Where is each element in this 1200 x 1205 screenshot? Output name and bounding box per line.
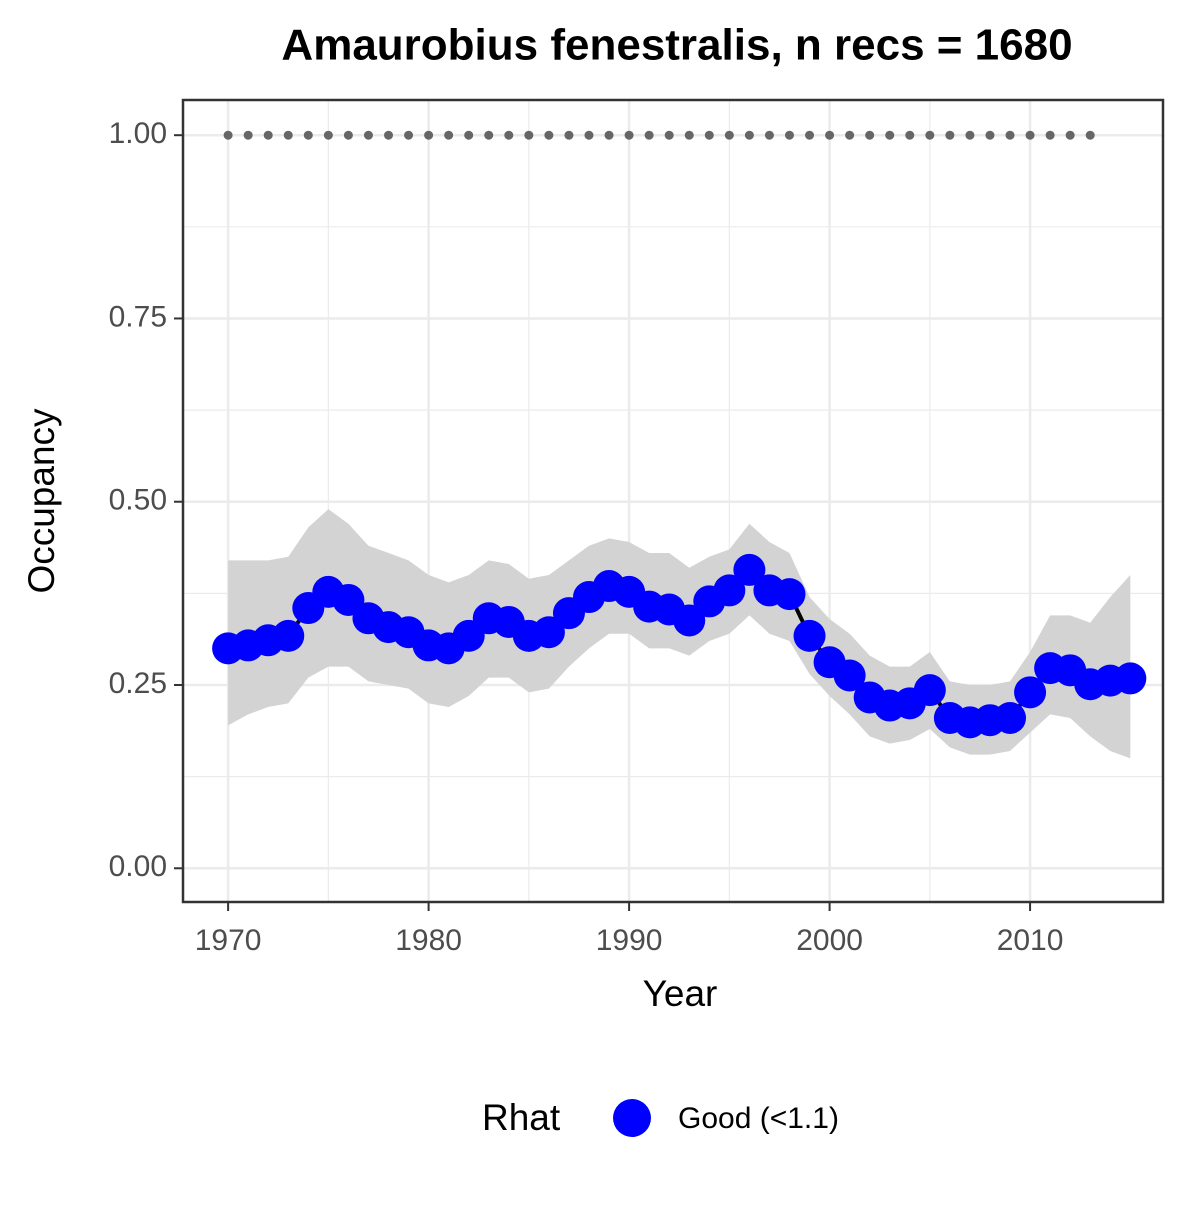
legend-title: Rhat	[482, 1097, 561, 1138]
reference-dot	[404, 130, 414, 140]
data-point	[1114, 662, 1147, 695]
data-point	[733, 553, 766, 586]
reference-dot	[283, 130, 293, 140]
x-tick-label: 2010	[997, 924, 1064, 957]
reference-dot	[724, 130, 734, 140]
reference-dot	[1025, 130, 1035, 140]
reference-dot	[504, 130, 514, 140]
legend-marker	[613, 1099, 651, 1137]
reference-dot	[1085, 130, 1095, 140]
y-tick-label: 0.50	[109, 484, 167, 517]
legend-label: Good (<1.1)	[678, 1102, 839, 1135]
reference-dot	[905, 130, 915, 140]
data-point	[673, 604, 706, 637]
reference-dot	[323, 130, 333, 140]
reference-dot	[1065, 130, 1075, 140]
reference-dot	[363, 130, 373, 140]
reference-dot	[484, 130, 494, 140]
x-tick-label: 2000	[796, 924, 863, 957]
reference-dot	[744, 130, 754, 140]
data-point	[713, 574, 746, 607]
reference-dot	[263, 130, 273, 140]
reference-dot	[544, 130, 554, 140]
reference-dot	[664, 130, 674, 140]
reference-dot	[464, 130, 474, 140]
panel-border	[181, 98, 1165, 904]
reference-dot	[424, 130, 434, 140]
reference-dot	[223, 130, 233, 140]
reference-dot	[564, 130, 574, 140]
data-point	[1014, 676, 1047, 709]
reference-dot	[885, 130, 895, 140]
reference-dot	[1005, 130, 1015, 140]
reference-dot	[825, 130, 835, 140]
reference-dot	[965, 130, 975, 140]
reference-dot	[584, 130, 594, 140]
y-tick-label: 1.00	[109, 117, 167, 150]
reference-dot	[624, 130, 634, 140]
data-point	[532, 616, 565, 649]
reference-dot	[644, 130, 654, 140]
data-point	[994, 701, 1027, 734]
data-point	[913, 674, 946, 707]
x-tick-label: 1990	[596, 924, 663, 957]
reference-dot	[604, 130, 614, 140]
reference-dot	[865, 130, 875, 140]
y-tick-label: 0.00	[109, 850, 167, 883]
reference-dot	[524, 130, 534, 140]
chart-title: Amaurobius fenestralis, n recs = 1680	[281, 21, 1072, 70]
reference-dot	[805, 130, 815, 140]
y-tick-label: 0.75	[109, 300, 167, 333]
reference-dot	[945, 130, 955, 140]
reference-dot	[764, 130, 774, 140]
reference-dot	[845, 130, 855, 140]
x-tick-label: 1970	[195, 924, 262, 957]
reference-dot	[1045, 130, 1055, 140]
reference-dot	[444, 130, 454, 140]
y-axis-label: Occupancy	[21, 408, 62, 594]
data-point	[773, 578, 806, 611]
data-point	[833, 659, 866, 692]
reference-dot	[704, 130, 714, 140]
reference-dot	[303, 130, 313, 140]
data-point	[272, 619, 305, 652]
data-point	[793, 619, 826, 652]
reference-dot	[343, 130, 353, 140]
reference-dot	[243, 130, 253, 140]
reference-dot	[684, 130, 694, 140]
reference-dot	[384, 130, 394, 140]
y-tick-label: 0.25	[109, 667, 167, 700]
x-axis-label: Year	[643, 973, 718, 1014]
reference-dot	[925, 130, 935, 140]
reference-dot	[784, 130, 794, 140]
reference-dot	[985, 130, 995, 140]
x-tick-label: 1980	[395, 924, 462, 957]
